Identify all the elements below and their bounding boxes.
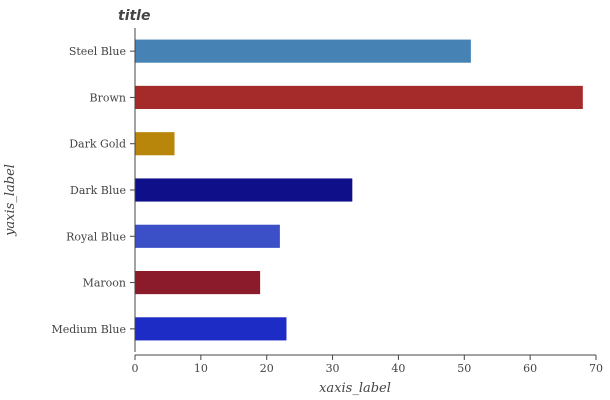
x-axis: 0 10 20 30 40 50 60 70	[132, 354, 603, 375]
x-tick-label: 30	[326, 362, 340, 375]
y-axis: Medium Blue Maroon Royal Blue Dark Blue Dark…	[51, 28, 136, 352]
x-tick-label: 20	[260, 362, 274, 375]
x-tick-label: 60	[523, 362, 537, 375]
x-tick-label: 50	[457, 362, 471, 375]
bar-dark-blue	[135, 178, 353, 202]
bar-brown	[135, 85, 583, 109]
chart-title: title	[118, 8, 150, 24]
y-axis-label: yaxis_label	[3, 164, 18, 237]
x-tick-label: 0	[132, 362, 139, 375]
y-tick-label: Dark Blue	[70, 184, 126, 197]
bar-steel-blue	[135, 39, 471, 63]
y-tick-label: Royal Blue	[66, 230, 126, 243]
y-tick-label: Brown	[90, 91, 126, 104]
x-tick-label: 70	[589, 362, 603, 375]
bar-dark-gold	[135, 132, 175, 156]
y-tick-label: Steel Blue	[69, 45, 126, 58]
x-tick-label: 10	[194, 362, 208, 375]
bar-medium-blue	[135, 317, 287, 341]
bars-group	[135, 39, 583, 341]
bar-royal-blue	[135, 224, 280, 248]
bar-maroon	[135, 271, 261, 295]
x-tick-label: 40	[391, 362, 405, 375]
x-axis-label: xaxis_label	[319, 381, 391, 396]
y-tick-label: Dark Gold	[69, 138, 126, 151]
y-tick-label: Maroon	[83, 277, 126, 290]
y-tick-label: Medium Blue	[51, 323, 126, 336]
